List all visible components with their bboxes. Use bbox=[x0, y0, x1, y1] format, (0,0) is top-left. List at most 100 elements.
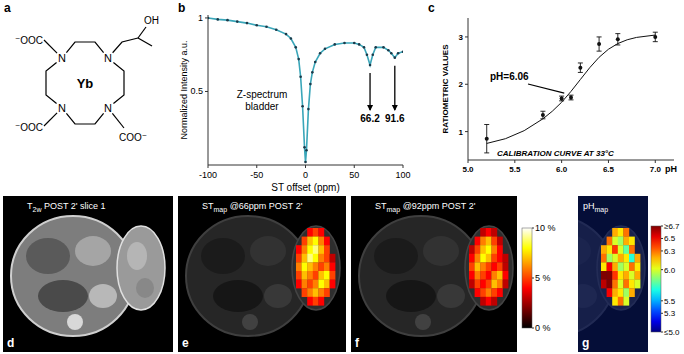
map-cell bbox=[313, 262, 319, 271]
y-tick-label: 3 bbox=[459, 33, 464, 42]
y-label: Normalized Intensity a.u. bbox=[179, 40, 189, 139]
map-cell bbox=[612, 280, 618, 289]
map-cell bbox=[623, 297, 629, 306]
map-cell bbox=[296, 262, 302, 271]
data-point bbox=[333, 43, 336, 46]
map-cell bbox=[307, 228, 313, 237]
map-cell bbox=[480, 254, 486, 263]
map-cell bbox=[618, 280, 624, 289]
colorbar bbox=[522, 228, 532, 328]
map-cell bbox=[480, 297, 486, 306]
organ bbox=[423, 236, 459, 266]
error-bar bbox=[653, 32, 658, 41]
map-cell bbox=[486, 245, 492, 254]
data-point bbox=[366, 53, 369, 56]
map-cell bbox=[307, 297, 313, 306]
x-tick bbox=[655, 160, 656, 163]
map-cell bbox=[302, 245, 308, 254]
x-label: ST offset (ppm) bbox=[271, 182, 340, 193]
structure bbox=[44, 27, 152, 128]
image-title: STmap @92ppm POST 2' bbox=[375, 201, 476, 214]
map-cell bbox=[491, 297, 497, 306]
x-tick-label: 7.0 bbox=[650, 165, 662, 174]
y-tick-label: 0.5 bbox=[190, 86, 203, 96]
map-cell bbox=[486, 228, 492, 237]
title-rest: POST 2' slice 1 bbox=[41, 201, 105, 211]
map-cell bbox=[469, 271, 475, 280]
map-cell bbox=[324, 288, 330, 297]
map-cell bbox=[607, 288, 613, 297]
map-cell bbox=[307, 245, 313, 254]
map-cell bbox=[324, 271, 330, 280]
map-cell bbox=[612, 228, 618, 237]
map-cell bbox=[313, 245, 319, 254]
x-tick bbox=[354, 165, 355, 168]
map-cell bbox=[629, 262, 635, 271]
tumor-texture bbox=[616, 278, 634, 298]
map-cell bbox=[302, 271, 308, 280]
peak-arrow bbox=[369, 73, 370, 110]
error-bar bbox=[484, 125, 489, 153]
map-cell bbox=[475, 237, 481, 246]
data-point bbox=[382, 46, 385, 49]
map-cell bbox=[318, 280, 324, 289]
data-point bbox=[208, 17, 209, 20]
map-cell bbox=[618, 288, 624, 297]
data-point bbox=[343, 42, 346, 45]
data-point bbox=[369, 64, 372, 67]
bond bbox=[138, 27, 146, 38]
map-cell bbox=[497, 271, 503, 280]
arrow-head bbox=[392, 105, 398, 111]
anatomy bbox=[359, 216, 513, 336]
data-point bbox=[371, 53, 374, 56]
map-cell bbox=[469, 262, 475, 271]
colorbar-tick bbox=[532, 278, 534, 279]
map-cell bbox=[503, 271, 509, 280]
data-point bbox=[216, 18, 219, 21]
map-cell bbox=[601, 245, 607, 254]
bond bbox=[113, 62, 124, 103]
data-point bbox=[290, 37, 293, 40]
y-tick-label: 2 bbox=[459, 80, 464, 89]
x-tick-label: 5.0 bbox=[462, 165, 474, 174]
panel-label: c bbox=[428, 1, 435, 15]
data-point bbox=[246, 22, 249, 25]
colorbar-tick bbox=[661, 238, 663, 239]
tumor bbox=[465, 226, 513, 310]
y-tick-label: 1 bbox=[459, 128, 464, 137]
map-cell bbox=[491, 254, 497, 263]
map-cell bbox=[607, 237, 613, 246]
title-rest: @66ppm POST 2' bbox=[227, 201, 303, 211]
data-point bbox=[311, 71, 314, 74]
panel-label: e bbox=[182, 336, 189, 350]
data-point bbox=[387, 49, 390, 52]
colorbar-tick bbox=[661, 226, 663, 227]
map-cell bbox=[491, 271, 497, 280]
organ bbox=[250, 236, 286, 266]
map-cell bbox=[612, 262, 618, 271]
y-tick bbox=[205, 91, 208, 92]
map-cell bbox=[623, 254, 629, 263]
bond bbox=[46, 62, 57, 103]
map-cell bbox=[313, 237, 319, 246]
organ bbox=[264, 284, 292, 308]
title-sub: map bbox=[214, 206, 228, 214]
x-tick bbox=[514, 160, 515, 163]
map-cell bbox=[313, 254, 319, 263]
plot-area bbox=[484, 32, 658, 153]
map-cell bbox=[330, 262, 336, 271]
y-tick bbox=[465, 131, 468, 132]
body bbox=[359, 216, 483, 336]
data-point bbox=[402, 50, 403, 53]
panel-label: d bbox=[7, 336, 14, 350]
map-cell bbox=[623, 271, 629, 280]
image-background bbox=[178, 196, 346, 352]
map-cell bbox=[469, 245, 475, 254]
data-point bbox=[304, 161, 307, 164]
map-cell bbox=[296, 245, 302, 254]
map-cell bbox=[486, 297, 492, 306]
annotation: pH=6.06 bbox=[490, 71, 529, 82]
map-cell bbox=[491, 237, 497, 246]
organ bbox=[38, 280, 88, 312]
x-tick bbox=[208, 165, 209, 168]
